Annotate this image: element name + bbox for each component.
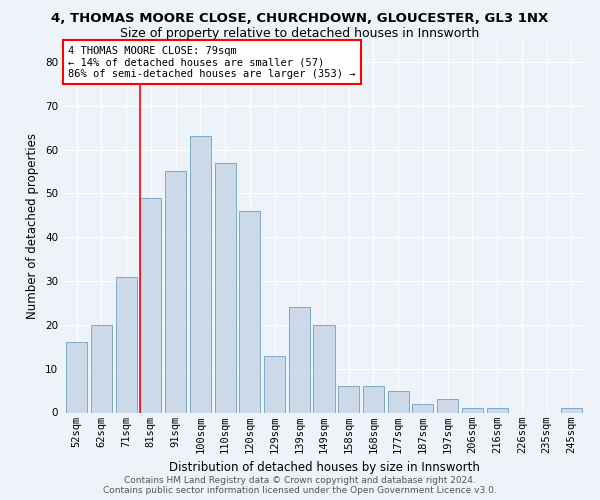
Bar — [412, 404, 433, 412]
Bar — [561, 408, 582, 412]
X-axis label: Distribution of detached houses by size in Innsworth: Distribution of detached houses by size … — [169, 461, 479, 474]
Bar — [239, 211, 260, 412]
Bar — [487, 408, 508, 412]
Text: Contains public sector information licensed under the Open Government Licence v3: Contains public sector information licen… — [103, 486, 497, 495]
Bar — [190, 136, 211, 412]
Bar — [289, 308, 310, 412]
Text: 4 THOMAS MOORE CLOSE: 79sqm
← 14% of detached houses are smaller (57)
86% of sem: 4 THOMAS MOORE CLOSE: 79sqm ← 14% of det… — [68, 46, 356, 79]
Bar — [338, 386, 359, 412]
Bar — [388, 390, 409, 412]
Bar — [437, 400, 458, 412]
Text: 4, THOMAS MOORE CLOSE, CHURCHDOWN, GLOUCESTER, GL3 1NX: 4, THOMAS MOORE CLOSE, CHURCHDOWN, GLOUC… — [52, 12, 548, 26]
Bar — [363, 386, 384, 412]
Bar — [116, 276, 137, 412]
Bar — [313, 325, 335, 412]
Bar — [462, 408, 483, 412]
Bar — [264, 356, 285, 412]
Bar — [215, 162, 236, 412]
Text: Size of property relative to detached houses in Innsworth: Size of property relative to detached ho… — [121, 28, 479, 40]
Bar — [91, 325, 112, 412]
Bar — [165, 172, 186, 412]
Text: Contains HM Land Registry data © Crown copyright and database right 2024.: Contains HM Land Registry data © Crown c… — [124, 476, 476, 485]
Y-axis label: Number of detached properties: Number of detached properties — [26, 133, 40, 320]
Bar — [66, 342, 87, 412]
Bar — [140, 198, 161, 412]
